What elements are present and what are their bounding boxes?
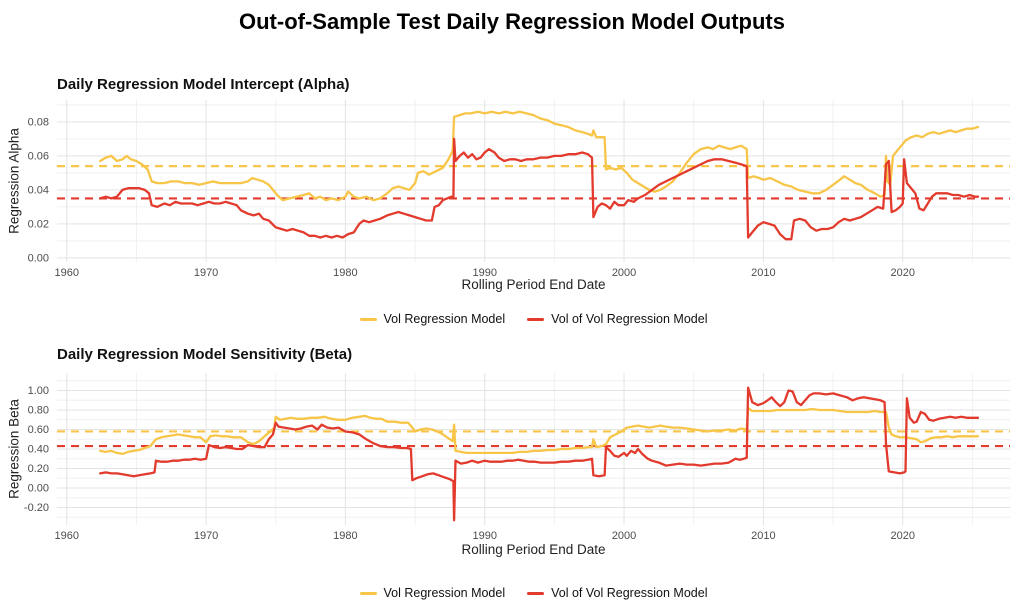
x-tick-label: 2010	[751, 267, 775, 279]
alpha-legend: Vol Regression Model Vol of Vol Regressi…	[57, 311, 1010, 327]
y-tick-label: 1.00	[28, 385, 49, 397]
legend-label-volofvol: Vol of Vol Regression Model	[551, 586, 708, 600]
y-tick-label: 0.08	[28, 116, 49, 128]
series-line	[99, 137, 980, 241]
x-tick-label: 1990	[472, 267, 496, 279]
legend-item-vol: Vol Regression Model	[359, 312, 506, 326]
legend-item-vol: Vol Regression Model	[359, 586, 506, 600]
legend-label-volofvol: Vol of Vol Regression Model	[551, 312, 708, 326]
x-tick-label: 2020	[890, 267, 914, 279]
volofvol-line-marker-icon	[527, 591, 545, 595]
x-tick-label: 1980	[333, 267, 357, 279]
series-line	[99, 386, 980, 522]
x-tick-label: 1990	[472, 530, 496, 542]
y-tick-label: 0.20	[28, 463, 49, 475]
x-tick-label: 2000	[612, 530, 636, 542]
alpha-chart-plot: 1960 1970 1980 1990 2000 2010 2020 0.00 0.02 0.04…	[28, 100, 1010, 279]
series-line	[99, 406, 980, 456]
beta-legend: Vol Regression Model Vol of Vol Regressi…	[57, 585, 1010, 601]
y-tick-label: 0.06	[28, 150, 49, 162]
legend-label-vol: Vol Regression Model	[383, 312, 506, 326]
alpha-x-axis-label: Rolling Period End Date	[461, 277, 606, 292]
x-tick-label: 1960	[55, 530, 79, 542]
x-tick-label: 1960	[55, 267, 79, 279]
y-tick-label: -0.20	[24, 502, 49, 514]
vol-line-marker-icon	[359, 317, 377, 321]
main-title: Out-of-Sample Test Daily Regression Mode…	[239, 9, 785, 34]
y-tick-label: 0.02	[28, 218, 49, 230]
beta-x-axis-label: Rolling Period End Date	[461, 542, 606, 557]
y-tick-label: 0.00	[28, 482, 49, 494]
volofvol-line-marker-icon	[527, 317, 545, 321]
legend-item-volofvol: Vol of Vol Regression Model	[527, 586, 707, 600]
legend-item-volofvol: Vol of Vol Regression Model	[527, 312, 707, 326]
y-tick-label: 0.60	[28, 424, 49, 436]
y-tick-label: 0.40	[28, 444, 49, 456]
y-tick-label: 0.04	[28, 184, 49, 196]
x-tick-label: 1970	[194, 530, 218, 542]
x-tick-label: 2010	[751, 530, 775, 542]
alpha-panel-title: Daily Regression Model Intercept (Alpha)	[57, 76, 350, 93]
y-tick-label: 0.80	[28, 405, 49, 417]
beta-chart-plot: 1960 1970 1980 1990 2000 2010 2020 -0.20 0.00 0.2…	[24, 373, 1010, 542]
y-tick-label: 0.00	[28, 252, 49, 264]
vol-line-marker-icon	[359, 591, 377, 595]
series-line	[99, 110, 980, 202]
x-tick-label: 2020	[890, 530, 914, 542]
x-tick-label: 2000	[612, 267, 636, 279]
x-tick-label: 1980	[333, 530, 357, 542]
x-tick-label: 1970	[194, 267, 218, 279]
beta-panel-title: Daily Regression Model Sensitivity (Beta…	[57, 346, 353, 363]
legend-label-vol: Vol Regression Model	[383, 586, 506, 600]
